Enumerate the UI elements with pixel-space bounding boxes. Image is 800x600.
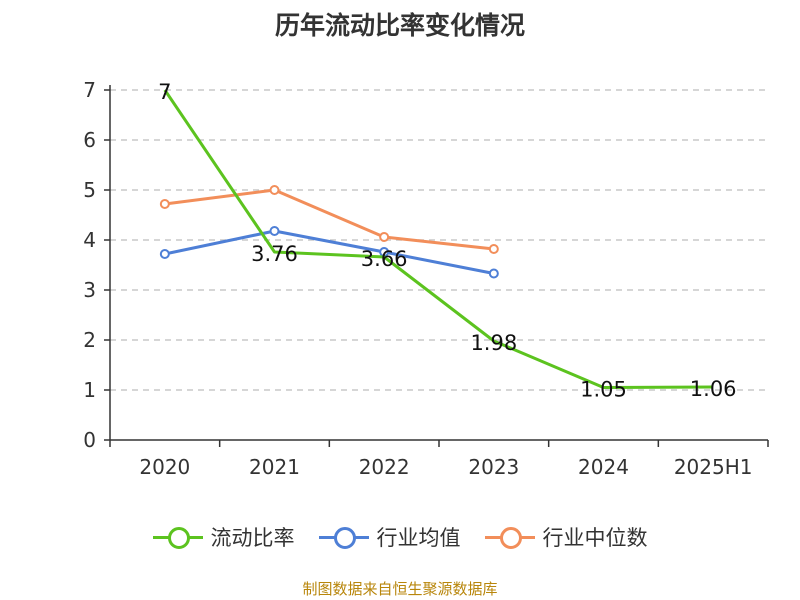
y-tick-label: 0	[83, 428, 96, 452]
chart-title: 历年流动比率变化情况	[274, 11, 525, 40]
source-note: 制图数据来自恒生聚源数据库	[302, 580, 498, 598]
y-tick-label: 2	[83, 328, 96, 352]
data-point	[379, 232, 390, 242]
y-tick-label: 7	[83, 78, 96, 102]
y-tick-label: 1	[83, 378, 96, 402]
y-tick-label: 3	[83, 278, 96, 302]
data-label: 1.06	[690, 377, 737, 401]
x-tick-label: 2025H1	[674, 455, 753, 479]
x-tick-label: 2020	[139, 455, 190, 479]
x-tick-label: 2022	[359, 455, 410, 479]
gridlines	[110, 89, 768, 391]
data-label: 3.66	[361, 247, 408, 271]
legend-item[interactable]: 流动比率	[152, 522, 295, 552]
data-label: 1.98	[470, 331, 517, 355]
data-point	[159, 249, 170, 259]
data-point	[269, 185, 280, 195]
data-point	[159, 199, 170, 209]
axes: 0 1 2 3 4 5 6 7 2020 2021 2022 2023 2024 2025H1	[83, 78, 769, 479]
series-line-0	[163, 89, 714, 389]
data-point	[488, 268, 499, 279]
legend-label: 行业中位数	[542, 526, 648, 550]
legend-label: 流动比率	[210, 526, 295, 550]
y-tick-label: 6	[83, 128, 96, 152]
x-tick-label: 2021	[249, 455, 300, 479]
data-point	[488, 244, 499, 254]
legend: 流动比率 行业均值 行业中位数	[0, 520, 800, 554]
series-lines	[159, 89, 714, 389]
legend-label: 行业均值	[376, 526, 461, 550]
x-tick-label: 2023	[468, 455, 519, 479]
y-tick-label: 5	[83, 178, 96, 202]
series-line-2	[164, 188, 494, 251]
data-point	[269, 226, 280, 236]
legend-swatch-icon	[318, 527, 369, 549]
legend-item[interactable]: 行业均值	[318, 522, 461, 552]
data-label: 7	[158, 80, 171, 104]
legend-swatch-icon	[152, 527, 203, 549]
x-tick-label: 2024	[578, 455, 629, 479]
series-line-1	[164, 229, 495, 275]
legend-swatch-icon	[484, 527, 535, 549]
legend-item[interactable]: 行业中位数	[484, 522, 648, 552]
data-labels: 7 3.76 3.66 1.98 1.05 1.06	[158, 80, 736, 402]
y-tick-label: 4	[83, 228, 96, 252]
data-label: 1.05	[580, 378, 627, 402]
data-label: 3.76	[251, 242, 298, 266]
